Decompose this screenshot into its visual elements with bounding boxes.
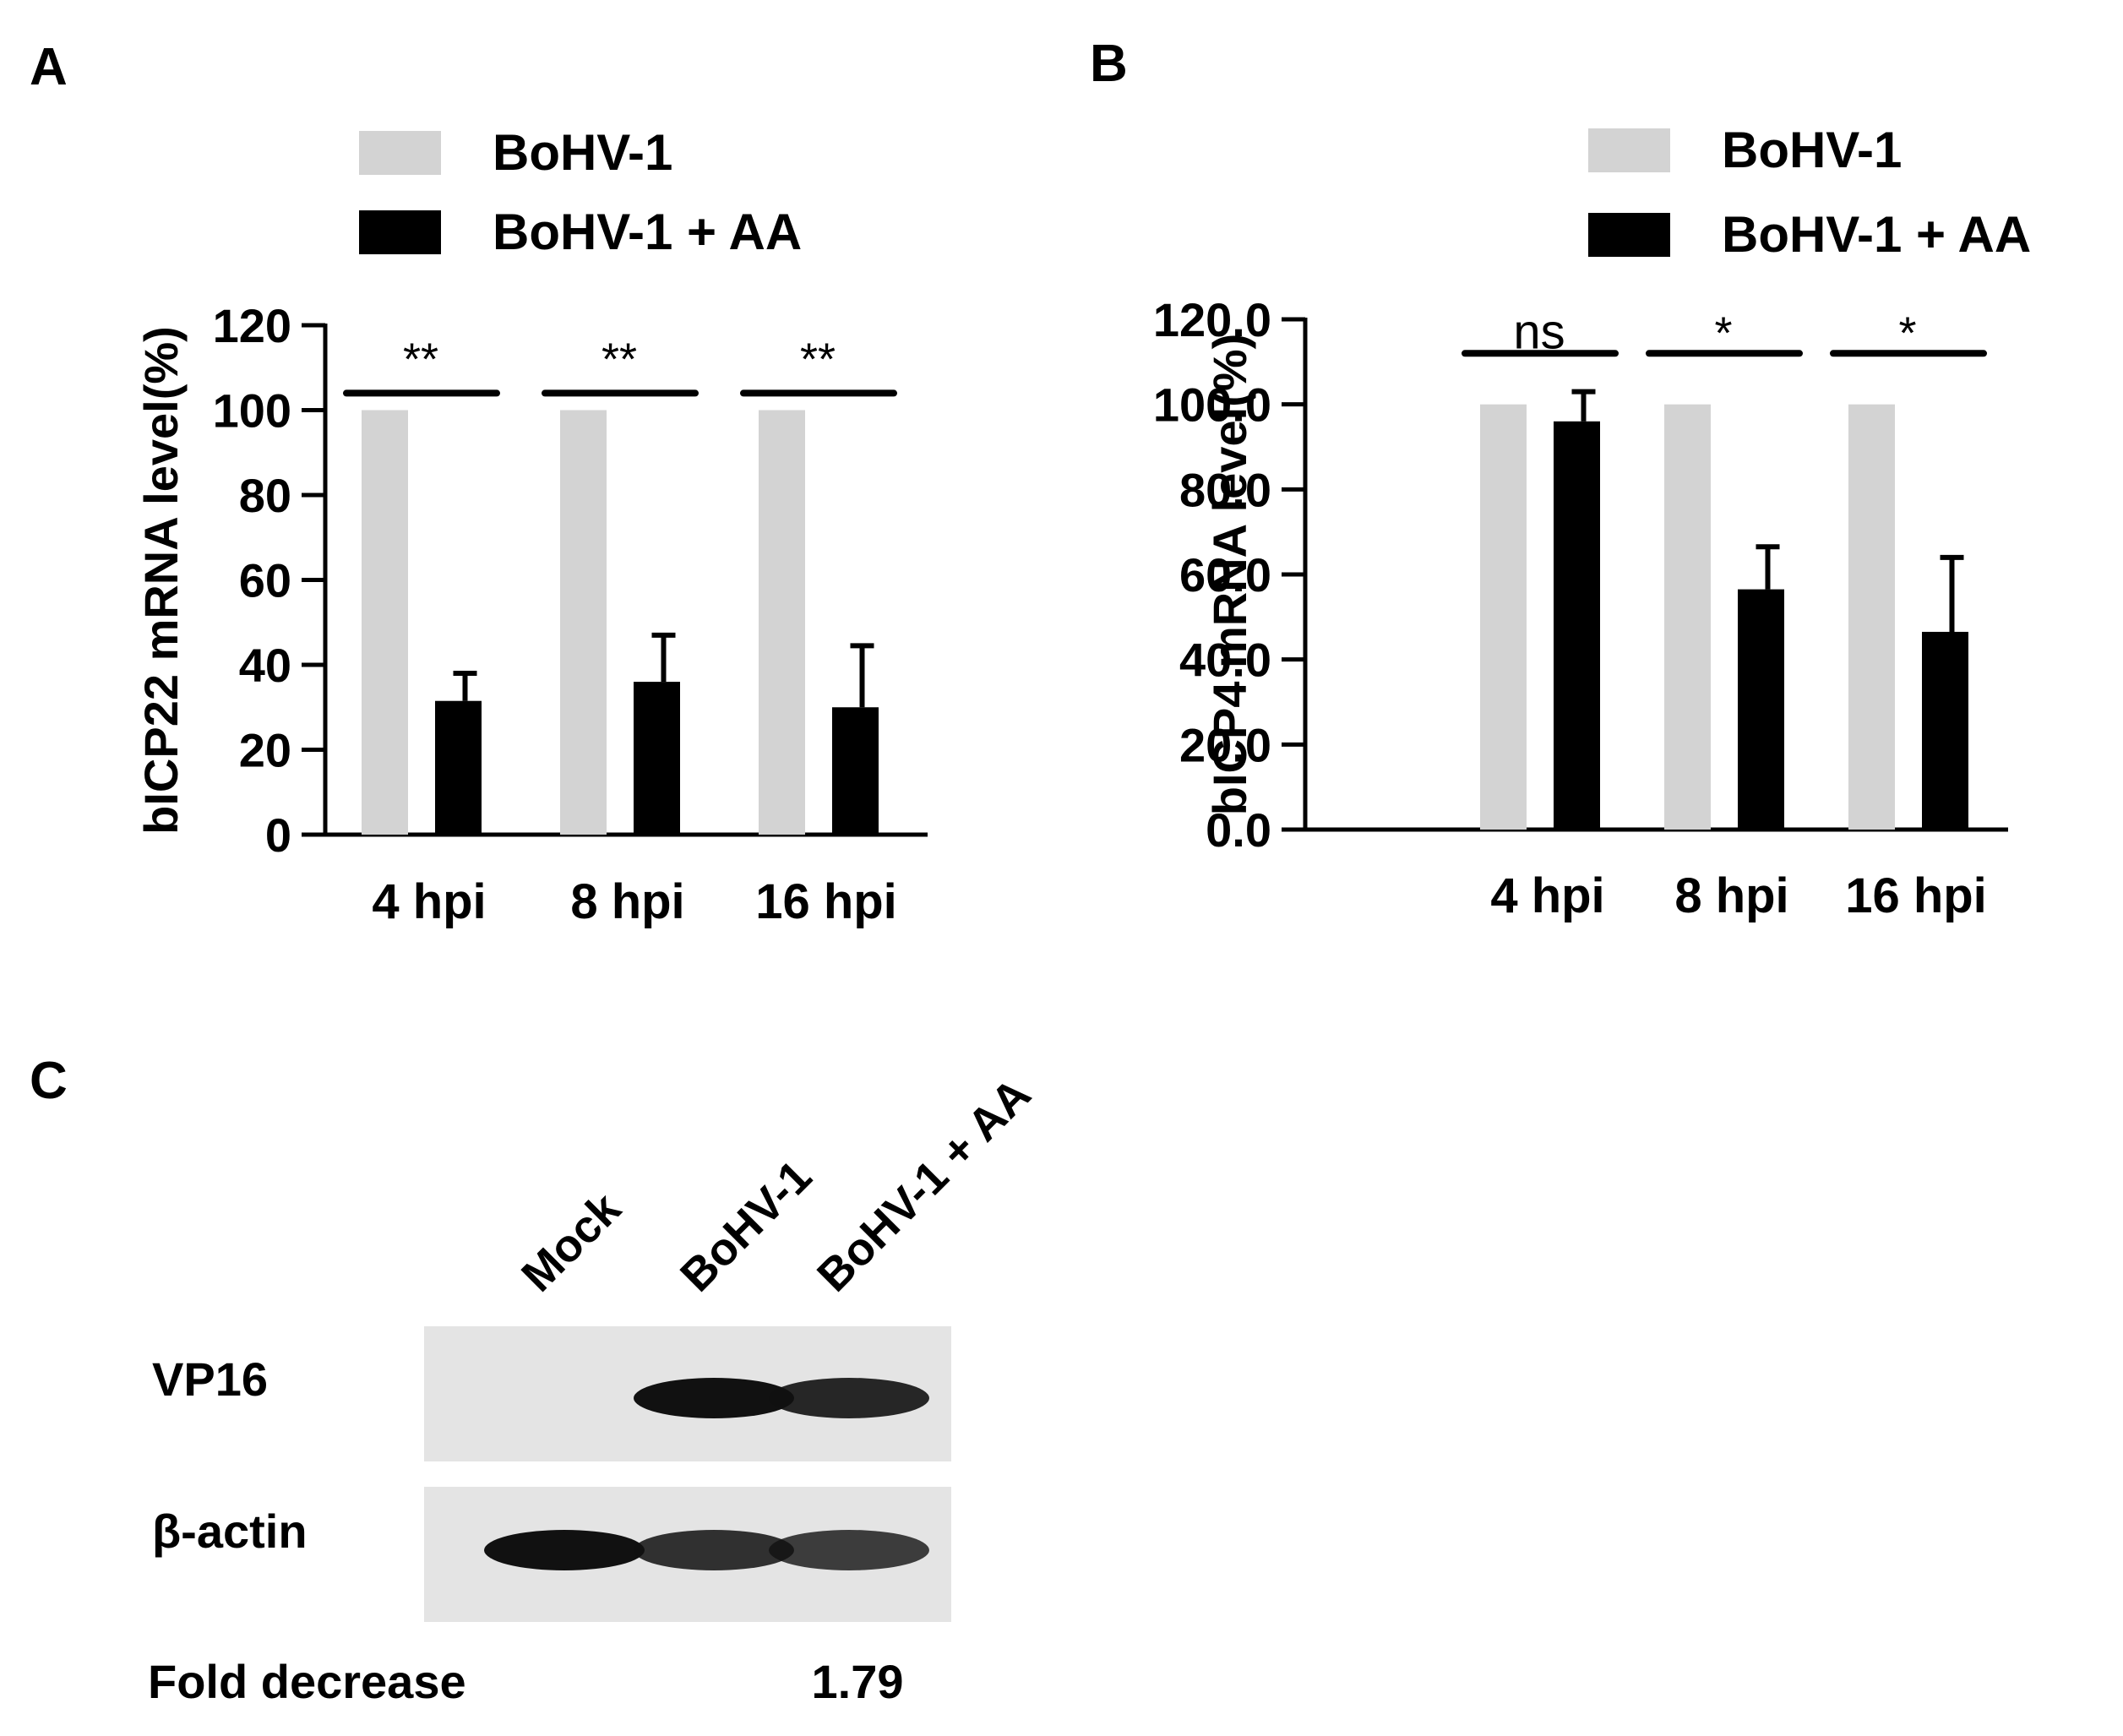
panel-label: C: [30, 1052, 68, 1110]
bar-bohv1: [1848, 404, 1895, 830]
blot-band: [769, 1378, 929, 1418]
blot-band: [634, 1530, 794, 1570]
lane-label: BoHV-1 + AA: [808, 1069, 1040, 1301]
blot-band: [769, 1530, 929, 1570]
legend-swatch: [359, 131, 441, 175]
bar-bohv1-aa: [832, 707, 879, 835]
y-tick-label: 40: [239, 639, 291, 692]
legend-swatch: [1588, 128, 1670, 172]
significance-label: ns: [1513, 304, 1565, 359]
legend-label: BoHV-1 + AA: [1722, 206, 2031, 263]
panel-label: B: [1090, 35, 1128, 93]
y-tick-label: 120: [213, 299, 291, 352]
blot-row-label: VP16: [152, 1352, 268, 1406]
x-tick-label: 8 hpi: [570, 874, 684, 929]
significance-label: *: [1714, 307, 1732, 358]
y-axis-label: bICP4 mRNA level(%): [1203, 334, 1256, 816]
x-tick-label: 4 hpi: [372, 874, 486, 929]
blot-band: [634, 1378, 794, 1418]
legend-label: BoHV-1: [1722, 122, 1902, 178]
bar-bohv1: [1664, 404, 1711, 830]
x-tick-label: 16 hpi: [755, 874, 897, 929]
blot-band: [484, 1530, 645, 1570]
y-tick-label: 40.0: [1179, 634, 1271, 687]
x-tick-label: 8 hpi: [1674, 868, 1788, 923]
y-tick-label: 0: [265, 808, 291, 862]
x-tick-label: 4 hpi: [1490, 868, 1604, 923]
significance-label: *: [1898, 307, 1916, 358]
y-axis-label: bICP22 mRNA level(%): [134, 326, 188, 835]
y-tick-label: 0.0: [1206, 803, 1271, 857]
legend-swatch: [359, 210, 441, 254]
fold-value: 1.79: [812, 1655, 904, 1708]
significance-label: **: [602, 334, 637, 384]
y-tick-label: 20.0: [1179, 718, 1271, 771]
bar-bohv1: [1480, 404, 1527, 830]
bar-bohv1-aa: [1738, 589, 1784, 830]
y-tick-label: 60.0: [1179, 548, 1271, 601]
significance-label: **: [800, 334, 836, 384]
bar-bohv1: [362, 410, 408, 835]
fold-label: Fold decrease: [148, 1655, 466, 1708]
y-tick-label: 100.0: [1153, 378, 1271, 432]
lane-label: Mock: [512, 1183, 631, 1302]
legend-label: BoHV-1 + AA: [493, 204, 802, 260]
y-tick-label: 60: [239, 554, 291, 607]
y-tick-label: 80: [239, 469, 291, 522]
y-tick-label: 20: [239, 724, 291, 777]
panel-a: A BoHV-1 BoHV-1 + AA bICP22 mRNA level(%) 0 2…: [30, 38, 928, 929]
bar-bohv1-aa: [634, 682, 680, 835]
panel-b: B BoHV-1 BoHV-1 + AA bICP4 mRNA level(%)0.0…: [1090, 35, 2031, 923]
legend-label: BoHV-1: [493, 124, 672, 181]
bar-bohv1: [759, 410, 805, 835]
bar-bohv1-aa: [1922, 631, 1968, 830]
lane-label: BoHV-1: [671, 1151, 821, 1301]
legend-swatch: [1588, 213, 1670, 257]
bar-bohv1: [560, 410, 607, 835]
y-tick-label: 100: [213, 384, 291, 438]
y-tick-label: 120.0: [1153, 293, 1271, 346]
y-tick-label: 80.0: [1179, 463, 1271, 516]
panel-label: A: [30, 38, 68, 96]
x-tick-label: 16 hpi: [1845, 868, 1987, 923]
blot-row-label: β-actin: [152, 1505, 308, 1558]
significance-label: **: [403, 334, 438, 384]
bar-bohv1-aa: [435, 700, 482, 835]
bar-bohv1-aa: [1554, 421, 1600, 830]
